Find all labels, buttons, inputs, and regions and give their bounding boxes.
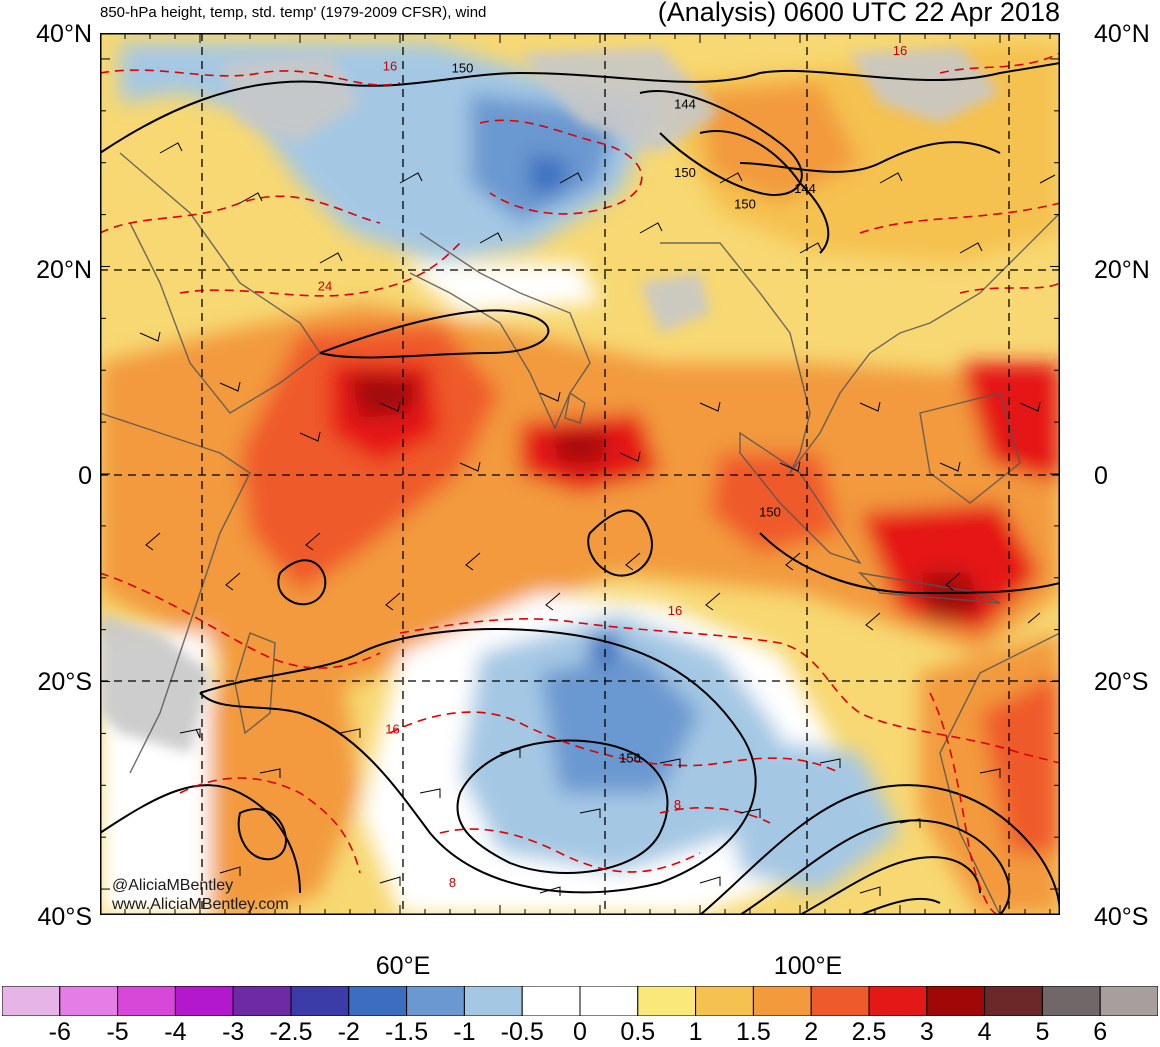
colorbar-box bbox=[984, 986, 1043, 1016]
contour-label: 16 bbox=[893, 43, 907, 58]
colorbar-box bbox=[406, 986, 465, 1016]
colorbar-box bbox=[868, 986, 928, 1016]
wind-barbs bbox=[139, 142, 1056, 896]
colorbar-label: 1 bbox=[688, 1018, 703, 1046]
contour-label: 150 bbox=[452, 60, 474, 75]
height-contours bbox=[100, 62, 1060, 915]
colorbar-label: -1.5 bbox=[385, 1018, 429, 1046]
colorbar-label: 0.5 bbox=[620, 1018, 656, 1046]
colorbar-box bbox=[174, 986, 234, 1016]
colorbar-label: 0 bbox=[573, 1018, 587, 1046]
lat-label-left-40n: 40°N bbox=[36, 20, 92, 48]
colorbar-box bbox=[232, 986, 292, 1016]
lon-label-60e: 60°E bbox=[375, 952, 431, 980]
colorbar-label: -6 bbox=[48, 1018, 71, 1046]
colorbar-box bbox=[579, 986, 639, 1016]
lat-label-right-eq: 0 bbox=[1094, 462, 1108, 490]
colorbar-label: 3 bbox=[919, 1018, 934, 1046]
credit-handle: @AliciaMBentley bbox=[112, 877, 234, 894]
map-ticks bbox=[100, 33, 1060, 915]
contour-label: 150 bbox=[674, 165, 696, 180]
contour-label: 24 bbox=[318, 278, 332, 293]
colorbar-box bbox=[926, 986, 986, 1016]
lat-label-left-eq: 0 bbox=[78, 462, 92, 490]
credit-watermark: @AliciaMBentley www.AliciaMBentley.com bbox=[112, 876, 289, 914]
contour-label: 16 bbox=[383, 58, 397, 73]
lat-lon-grid bbox=[100, 33, 1060, 915]
colorbar-box bbox=[2, 986, 61, 1016]
colorbar-box bbox=[117, 986, 176, 1016]
colorbar-label: -5 bbox=[106, 1018, 129, 1046]
lat-label-right-20n: 20°N bbox=[1094, 256, 1150, 284]
lat-label-right-20s: 20°S bbox=[1094, 668, 1149, 696]
colorbar-box bbox=[695, 986, 754, 1016]
colorbar-label: 4 bbox=[977, 1018, 992, 1046]
contour-label: 144 bbox=[794, 181, 816, 196]
map-title: 850-hPa height, temp, std. temp' (1979-2… bbox=[100, 4, 487, 21]
colorbar-box bbox=[463, 986, 523, 1016]
credit-website: www.AliciaMBentley.com bbox=[112, 896, 289, 913]
colorbar-label: 6 bbox=[1093, 1018, 1108, 1046]
colorbar-box bbox=[1099, 986, 1158, 1016]
contour-label: 16 bbox=[668, 603, 682, 618]
contour-label: 150 bbox=[734, 196, 756, 211]
colorbar-box bbox=[290, 986, 350, 1016]
contour-label: 8 bbox=[449, 875, 456, 890]
coastlines bbox=[100, 152, 1060, 915]
colorbar-label: 2 bbox=[804, 1018, 819, 1046]
lat-label-right-40n: 40°N bbox=[1094, 20, 1150, 48]
colorbar-box bbox=[637, 986, 697, 1016]
lat-label-left-20n: 20°N bbox=[36, 256, 92, 284]
lat-label-right-40s: 40°S bbox=[1094, 903, 1149, 931]
contour-label: 8 bbox=[674, 797, 681, 812]
contour-label: 150 bbox=[759, 505, 781, 520]
colorbar-label: 1.5 bbox=[736, 1018, 771, 1046]
colorbar-box bbox=[59, 986, 119, 1016]
contour-label: 16 bbox=[385, 721, 399, 736]
colorbar-box bbox=[810, 986, 870, 1016]
colorbar-box bbox=[348, 986, 408, 1016]
colorbar-label: -3 bbox=[222, 1018, 245, 1046]
colorbar-label: -1 bbox=[453, 1018, 476, 1046]
colorbar-label: -4 bbox=[164, 1018, 187, 1046]
contour-label: 156 bbox=[619, 750, 641, 765]
anomaly-shading bbox=[100, 43, 1060, 915]
colorbar-label: -2 bbox=[337, 1018, 360, 1046]
colorbar-label: -0.5 bbox=[500, 1018, 544, 1046]
contour-label: 144 bbox=[674, 97, 696, 112]
contour-labels: 150 144 150 144 150 150 156 16 16 24 16 16 8 8 bbox=[318, 43, 907, 890]
colorbar-box bbox=[1041, 986, 1101, 1016]
colorbar-label: -2.5 bbox=[269, 1018, 313, 1046]
map-valid-time: (Analysis) 0600 UTC 22 Apr 2018 bbox=[657, 0, 1060, 27]
lon-label-100e: 100°E bbox=[773, 952, 843, 980]
colorbar-box bbox=[752, 986, 812, 1016]
colorbar bbox=[2, 986, 1158, 1016]
colorbar-label: 2.5 bbox=[851, 1018, 887, 1046]
lat-label-left-20s: 20°S bbox=[37, 668, 92, 696]
colorbar-box bbox=[521, 986, 581, 1016]
temperature-contours bbox=[100, 52, 1060, 915]
colorbar-label: 5 bbox=[1035, 1018, 1050, 1046]
lat-label-left-40s: 40°S bbox=[37, 903, 92, 931]
weather-map: 150 144 150 144 150 150 156 16 16 24 16 16 8 8 bbox=[100, 33, 1060, 915]
